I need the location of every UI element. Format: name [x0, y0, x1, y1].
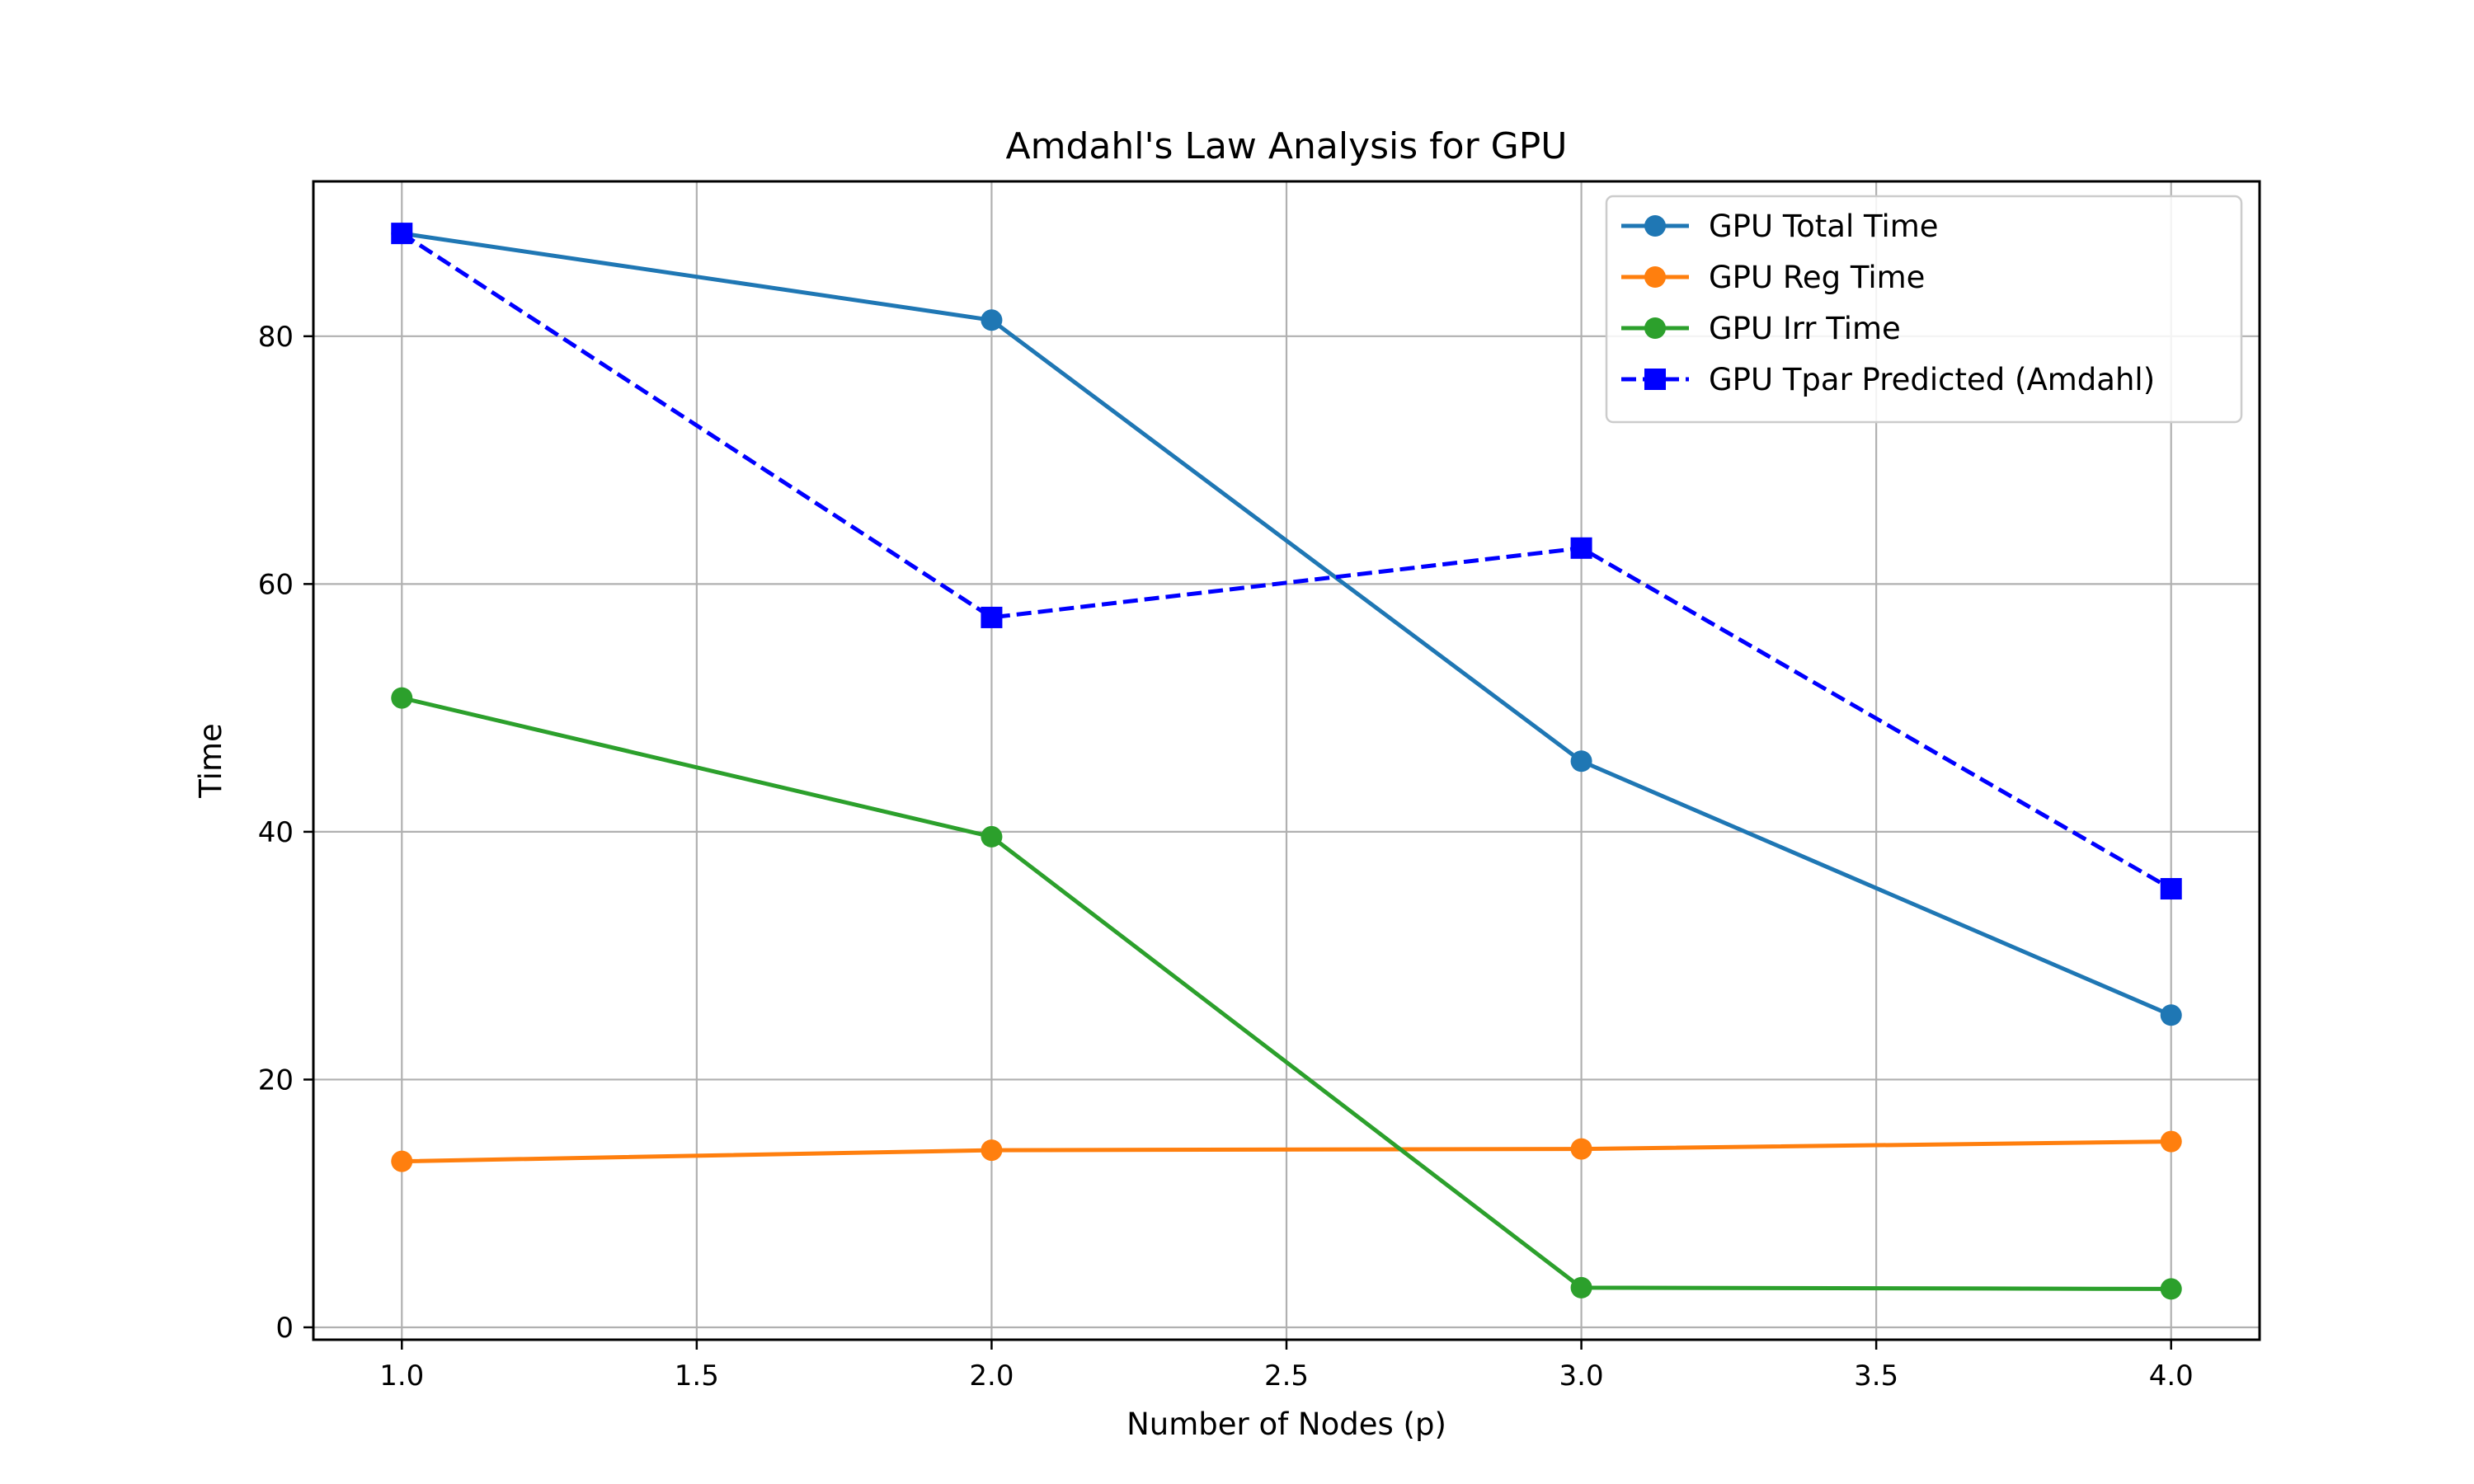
x-tick-label: 1.0 — [379, 1360, 424, 1392]
series-1 — [391, 1130, 2182, 1172]
data-point — [391, 1150, 413, 1172]
series-line — [400, 232, 2172, 891]
legend-label: GPU Reg Time — [1709, 260, 1925, 295]
data-point — [981, 606, 1003, 628]
data-point — [1570, 537, 1592, 559]
x-tick-label: 4.0 — [2149, 1360, 2194, 1392]
y-tick-label: 60 — [258, 568, 294, 601]
data-point — [1570, 750, 1592, 773]
x-tick-label: 2.0 — [969, 1360, 1014, 1392]
data-point — [2160, 878, 2182, 900]
x-axis-label: Number of Nodes (p) — [1126, 1407, 1446, 1442]
data-point — [2160, 1130, 2182, 1153]
y-tick-label: 80 — [258, 321, 294, 354]
legend-label: GPU Total Time — [1709, 209, 1939, 244]
y-tick-label: 0 — [275, 1312, 294, 1345]
data-point — [1570, 1138, 1592, 1160]
y-axis-label: Time — [193, 723, 228, 799]
series-layer — [391, 223, 2182, 1300]
series-2 — [391, 687, 2182, 1300]
legend-marker — [1644, 215, 1666, 237]
data-point — [981, 1139, 1003, 1162]
legend-item: GPU Reg Time — [1621, 260, 1925, 295]
series-3 — [391, 223, 2182, 900]
legend-item: GPU Irr Time — [1621, 311, 1901, 346]
y-tick-label: 40 — [258, 816, 294, 849]
x-tick-label: 3.0 — [1559, 1360, 1604, 1392]
legend-marker — [1644, 266, 1666, 288]
x-tick-label: 2.5 — [1264, 1360, 1309, 1392]
data-point — [1570, 1276, 1592, 1298]
legend-label: GPU Tpar Predicted (Amdahl) — [1709, 362, 2155, 397]
data-point — [2160, 1278, 2182, 1300]
series-line — [402, 1139, 2171, 1164]
x-tick-label: 3.5 — [1854, 1360, 1898, 1392]
x-tick-label: 1.5 — [675, 1360, 719, 1392]
legend-label: GPU Irr Time — [1709, 311, 1901, 346]
data-point — [2160, 1004, 2182, 1026]
legend: GPU Total Time GPU Reg Time GPU Irr Time GP… — [1605, 195, 2243, 424]
legend-frame — [1605, 195, 2243, 424]
legend-item: GPU Tpar Predicted (Amdahl) — [1621, 362, 2155, 397]
legend-marker — [1644, 369, 1666, 390]
data-point — [981, 309, 1003, 331]
y-tick-label: 20 — [258, 1064, 294, 1097]
data-point — [391, 687, 413, 709]
series-line — [401, 696, 2171, 1291]
data-point — [391, 223, 413, 245]
chart-title: Amdahl's Law Analysis for GPU — [1005, 125, 1567, 167]
legend-item: GPU Total Time — [1621, 209, 1939, 244]
series-line — [401, 231, 2172, 1017]
data-point — [981, 825, 1003, 848]
legend-marker — [1644, 317, 1666, 339]
ticks-layer: 1.0 1.5 2.0 2.5 3.0 3.5 4.0 0 20 40 60 80 — [258, 321, 2194, 1392]
